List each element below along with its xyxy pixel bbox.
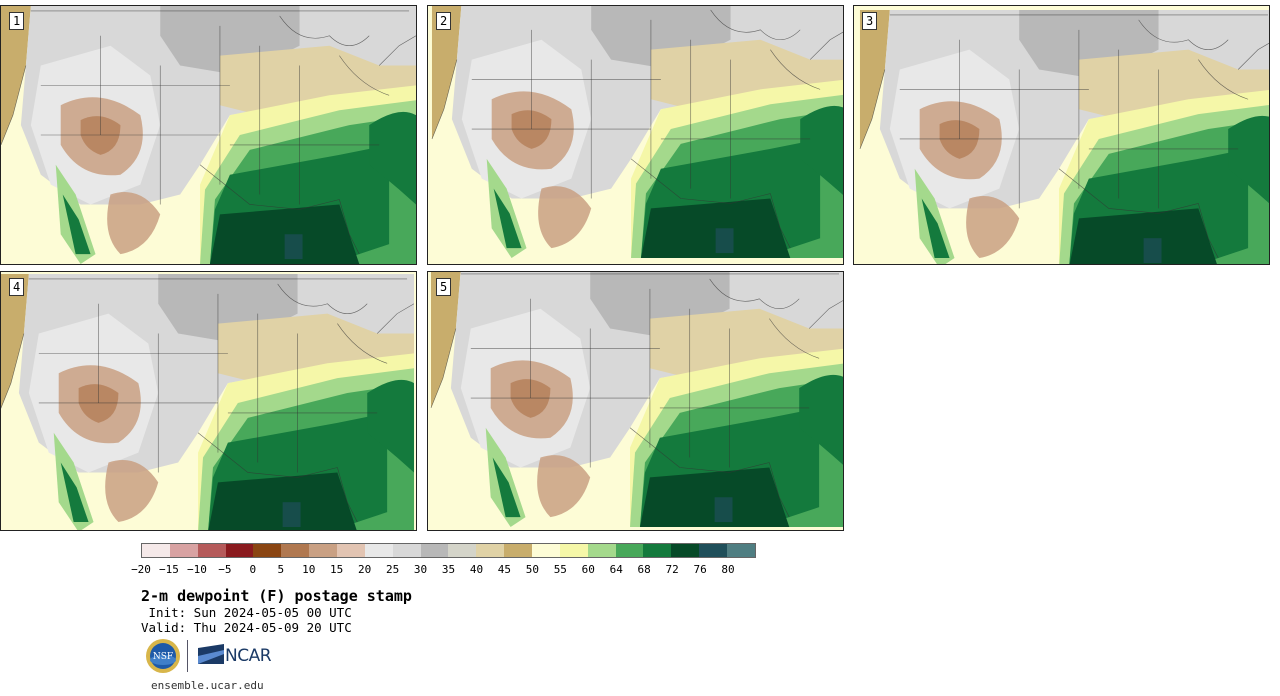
colorbar-box-20	[699, 544, 728, 557]
colorbar-tick-label: 45	[497, 563, 512, 576]
dewpoint-map-4	[1, 272, 416, 530]
site-url: ensemble.ucar.edu	[151, 679, 264, 692]
colorbar-box-18	[643, 544, 672, 557]
colorbar-box-11	[448, 544, 477, 557]
nsf-logo-icon: NSF	[146, 639, 180, 673]
map-panel-3: 3	[853, 5, 1270, 265]
colorbar-tick-label: −5	[218, 563, 232, 576]
colorbar-box-12	[476, 544, 505, 557]
colorbar-tick-label: 50	[525, 563, 539, 576]
map-panel-4: 4	[0, 271, 417, 531]
colorbar-tick-label: 40	[469, 563, 484, 576]
colorbar-box-6	[309, 544, 338, 557]
colorbar-box-1	[169, 544, 198, 557]
ncar-logo-text: NCAR	[225, 646, 272, 666]
colorbar-box-14	[532, 544, 560, 557]
panel-number-badge: 1	[9, 12, 25, 30]
colorbar-box-10	[420, 544, 449, 557]
colorbar-tick-label: 30	[413, 563, 428, 576]
colorbar-tick-label: 15	[330, 563, 344, 576]
colorbar-box-2	[197, 544, 226, 557]
colorbar-tick-label: 76	[693, 563, 707, 576]
colorbar-box-13	[504, 544, 533, 557]
colorbar-box-9	[392, 544, 421, 557]
init-time: Init: Sun 2024-05-05 00 UTC	[141, 605, 352, 620]
colorbar-ticks: −20 −15 −10 −5 0 5 10 15 20 25 30 35 40 45 50 55 60 64 68 7…	[131, 563, 756, 577]
map-panel-2: 2	[427, 5, 844, 265]
colorbar-box-3	[225, 544, 254, 557]
plot-title: 2-m dewpoint (F) postage stamp	[141, 587, 412, 605]
colorbar-tick-label: 60	[581, 563, 595, 576]
colorbar-tick-label: 64	[609, 563, 623, 576]
panel-number-badge: 4	[9, 278, 25, 296]
colorbar-tick-label: 5	[277, 563, 285, 576]
colorbar-tick-label: −10	[186, 563, 207, 576]
colorbar-box-5	[281, 544, 310, 557]
panel-number-badge: 3	[862, 12, 878, 30]
colorbar-tick-label: 25	[385, 563, 400, 576]
map-panel-5: 5	[427, 271, 844, 531]
colorbar-tick-label: 72	[665, 563, 679, 576]
logo-separator	[187, 640, 188, 672]
dewpoint-map-5	[428, 272, 843, 530]
colorbar-tick-label: 80	[721, 563, 735, 576]
dewpoint-map-2	[428, 6, 843, 264]
colorbar-box-4	[253, 544, 282, 557]
colorbar-tick-label: 10	[302, 563, 316, 576]
colorbar-box-7	[337, 544, 365, 557]
colorbar-box-17	[615, 544, 644, 557]
panel-number-badge: 2	[436, 12, 452, 30]
ncar-mark-icon	[198, 644, 224, 664]
colorbar-tick-label: −20	[131, 563, 151, 576]
colorbar-tick-label: 20	[358, 563, 372, 576]
svg-text:NSF: NSF	[153, 652, 173, 662]
colorbar-box-19	[671, 544, 700, 557]
colorbar-tick-label: 0	[249, 563, 257, 576]
colorbar-tick-label: 35	[441, 563, 456, 576]
colorbar-box-16	[587, 544, 616, 557]
colorbar-tick-label: −15	[159, 563, 179, 576]
panel-number-badge: 5	[436, 278, 452, 296]
map-panel-1: 1	[0, 5, 417, 265]
dewpoint-map-3	[854, 6, 1269, 264]
colorbar-box-0	[142, 544, 170, 557]
colorbar-tick-label: 55	[553, 563, 567, 576]
colorbar-tick-label: 68	[637, 563, 651, 576]
logos: NSF NCAR	[145, 638, 275, 676]
colorbar-box-8	[364, 544, 393, 557]
colorbar-box-21	[727, 544, 755, 557]
valid-time: Valid: Thu 2024-05-09 20 UTC	[141, 620, 352, 635]
colorbar	[141, 543, 756, 558]
dewpoint-map-1	[1, 6, 416, 264]
colorbar-box-15	[559, 544, 588, 557]
